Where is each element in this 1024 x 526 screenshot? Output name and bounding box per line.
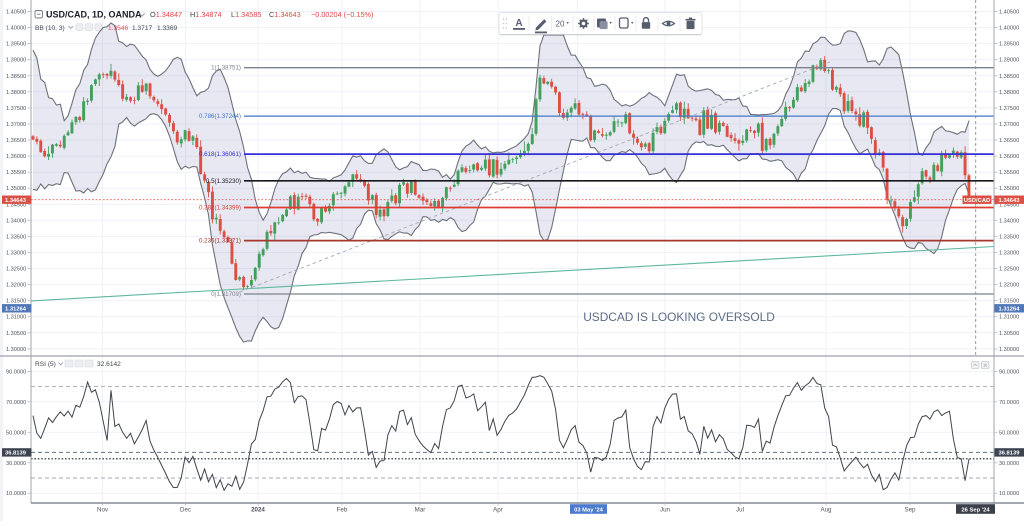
svg-text:1.39500: 1.39500: [999, 42, 1019, 48]
svg-text:1.38500: 1.38500: [999, 74, 1019, 80]
svg-text:1.35000: 1.35000: [999, 186, 1019, 192]
svg-text:26 Sep '24: 26 Sep '24: [961, 507, 990, 513]
svg-text:1.34643: 1.34643: [999, 198, 1021, 204]
svg-text:L1.34585: L1.34585: [231, 10, 261, 19]
svg-text:1.39000: 1.39000: [6, 58, 26, 64]
svg-text:90.0000: 90.0000: [999, 369, 1019, 375]
svg-text:1.31264: 1.31264: [999, 306, 1021, 312]
svg-text:Feb: Feb: [337, 507, 348, 514]
svg-text:1.31500: 1.31500: [6, 299, 26, 305]
svg-text:50.0000: 50.0000: [999, 430, 1019, 436]
svg-text:USD/CAD, 1D, OANDA: USD/CAD, 1D, OANDA: [46, 9, 142, 19]
svg-text:2024: 2024: [251, 507, 265, 514]
svg-text:Jul: Jul: [736, 507, 744, 514]
svg-text:10.0000: 10.0000: [6, 491, 26, 497]
svg-text:1.32500: 1.32500: [6, 267, 26, 273]
svg-text:−0.00204 (−0.15%): −0.00204 (−0.15%): [311, 10, 373, 19]
svg-text:1.30500: 1.30500: [6, 331, 26, 337]
svg-text:O1.34847: O1.34847: [150, 10, 182, 19]
svg-text:10.0000: 10.0000: [999, 491, 1019, 497]
svg-text:1.32000: 1.32000: [6, 283, 26, 289]
svg-text:1.40500: 1.40500: [999, 10, 1019, 16]
svg-text:USD/CAD: USD/CAD: [964, 198, 990, 204]
svg-text:Nov: Nov: [97, 507, 109, 514]
svg-text:1.33000: 1.33000: [6, 251, 26, 257]
svg-text:1.3369: 1.3369: [157, 25, 178, 32]
svg-text:1.33500: 1.33500: [6, 234, 26, 240]
svg-text:1.30000: 1.30000: [6, 347, 26, 353]
svg-text:1.35500: 1.35500: [6, 170, 26, 176]
svg-text:1(1.38751): 1(1.38751): [211, 65, 241, 72]
svg-text:1.37500: 1.37500: [999, 106, 1019, 112]
svg-text:BB (10, 3): BB (10, 3): [35, 25, 65, 32]
svg-text:1.38000: 1.38000: [6, 90, 26, 96]
svg-text:90.0000: 90.0000: [6, 369, 26, 375]
svg-text:1.31264: 1.31264: [5, 306, 27, 312]
svg-text:C1.34643: C1.34643: [269, 10, 301, 19]
svg-text:1.36500: 1.36500: [6, 138, 26, 144]
svg-text:1.36000: 1.36000: [999, 154, 1019, 160]
svg-text:30.0000: 30.0000: [999, 461, 1019, 467]
svg-text:Mar: Mar: [415, 507, 426, 514]
svg-text:30.0000: 30.0000: [6, 461, 26, 467]
svg-text:50.0000: 50.0000: [6, 430, 26, 436]
svg-text:1.31000: 1.31000: [999, 315, 1019, 321]
svg-text:1.37000: 1.37000: [6, 122, 26, 128]
svg-text:Apr: Apr: [493, 507, 503, 514]
svg-text:1.37500: 1.37500: [6, 106, 26, 112]
svg-text:A: A: [515, 18, 522, 29]
svg-text:1.38000: 1.38000: [999, 90, 1019, 96]
svg-text:0.786(1.37244): 0.786(1.37244): [199, 113, 241, 120]
svg-text:1.36000: 1.36000: [6, 154, 26, 160]
svg-text:0(1.31709): 0(1.31709): [211, 291, 241, 298]
svg-text:36.8139: 36.8139: [999, 451, 1021, 457]
svg-text:1.30500: 1.30500: [999, 331, 1019, 337]
svg-text:1.34000: 1.34000: [999, 218, 1019, 224]
svg-text:1.39000: 1.39000: [999, 58, 1019, 64]
svg-text:70.0000: 70.0000: [999, 400, 1019, 406]
svg-text:1.36500: 1.36500: [999, 138, 1019, 144]
svg-text:32.6142: 32.6142: [97, 361, 121, 368]
svg-text:0.236(1.33371): 0.236(1.33371): [199, 238, 241, 245]
svg-text:1.3717: 1.3717: [132, 25, 153, 32]
svg-text:70.0000: 70.0000: [6, 400, 26, 406]
svg-text:1.32000: 1.32000: [999, 283, 1019, 289]
svg-text:1.31000: 1.31000: [6, 315, 26, 321]
svg-text:1.34643: 1.34643: [5, 198, 27, 204]
svg-text:Sep: Sep: [904, 507, 916, 514]
svg-text:1.31500: 1.31500: [999, 299, 1019, 305]
svg-text:20: 20: [556, 20, 565, 29]
svg-text:36.8139: 36.8139: [5, 451, 27, 457]
svg-text:1.39500: 1.39500: [6, 42, 26, 48]
svg-text:03 May '24: 03 May '24: [574, 507, 604, 513]
svg-text:1.37000: 1.37000: [999, 122, 1019, 128]
svg-text:0.618(1.36061): 0.618(1.36061): [199, 151, 241, 158]
svg-text:1.35500: 1.35500: [999, 170, 1019, 176]
svg-text:Dec: Dec: [180, 507, 191, 514]
svg-text:0.5(1.35230): 0.5(1.35230): [206, 178, 241, 185]
svg-text:RSI (5): RSI (5): [35, 361, 56, 368]
svg-text:0.382(1.34399): 0.382(1.34399): [199, 205, 241, 212]
svg-text:USDCAD IS LOOKING OVERSOLD: USDCAD IS LOOKING OVERSOLD: [583, 310, 775, 324]
svg-text:1.32500: 1.32500: [999, 267, 1019, 273]
svg-text:1.33000: 1.33000: [999, 251, 1019, 257]
svg-text:Jun: Jun: [660, 507, 671, 514]
svg-text:1.40500: 1.40500: [6, 10, 26, 16]
svg-text:1.40000: 1.40000: [6, 26, 26, 32]
svg-text:Aug: Aug: [820, 507, 832, 514]
svg-text:1.34000: 1.34000: [6, 218, 26, 224]
svg-text:1.35000: 1.35000: [6, 186, 26, 192]
svg-text:1.38500: 1.38500: [6, 74, 26, 80]
svg-text:1.40000: 1.40000: [999, 26, 1019, 32]
svg-text:H1.34874: H1.34874: [190, 10, 222, 19]
svg-text:1.30000: 1.30000: [999, 347, 1019, 353]
svg-text:1.33500: 1.33500: [999, 234, 1019, 240]
